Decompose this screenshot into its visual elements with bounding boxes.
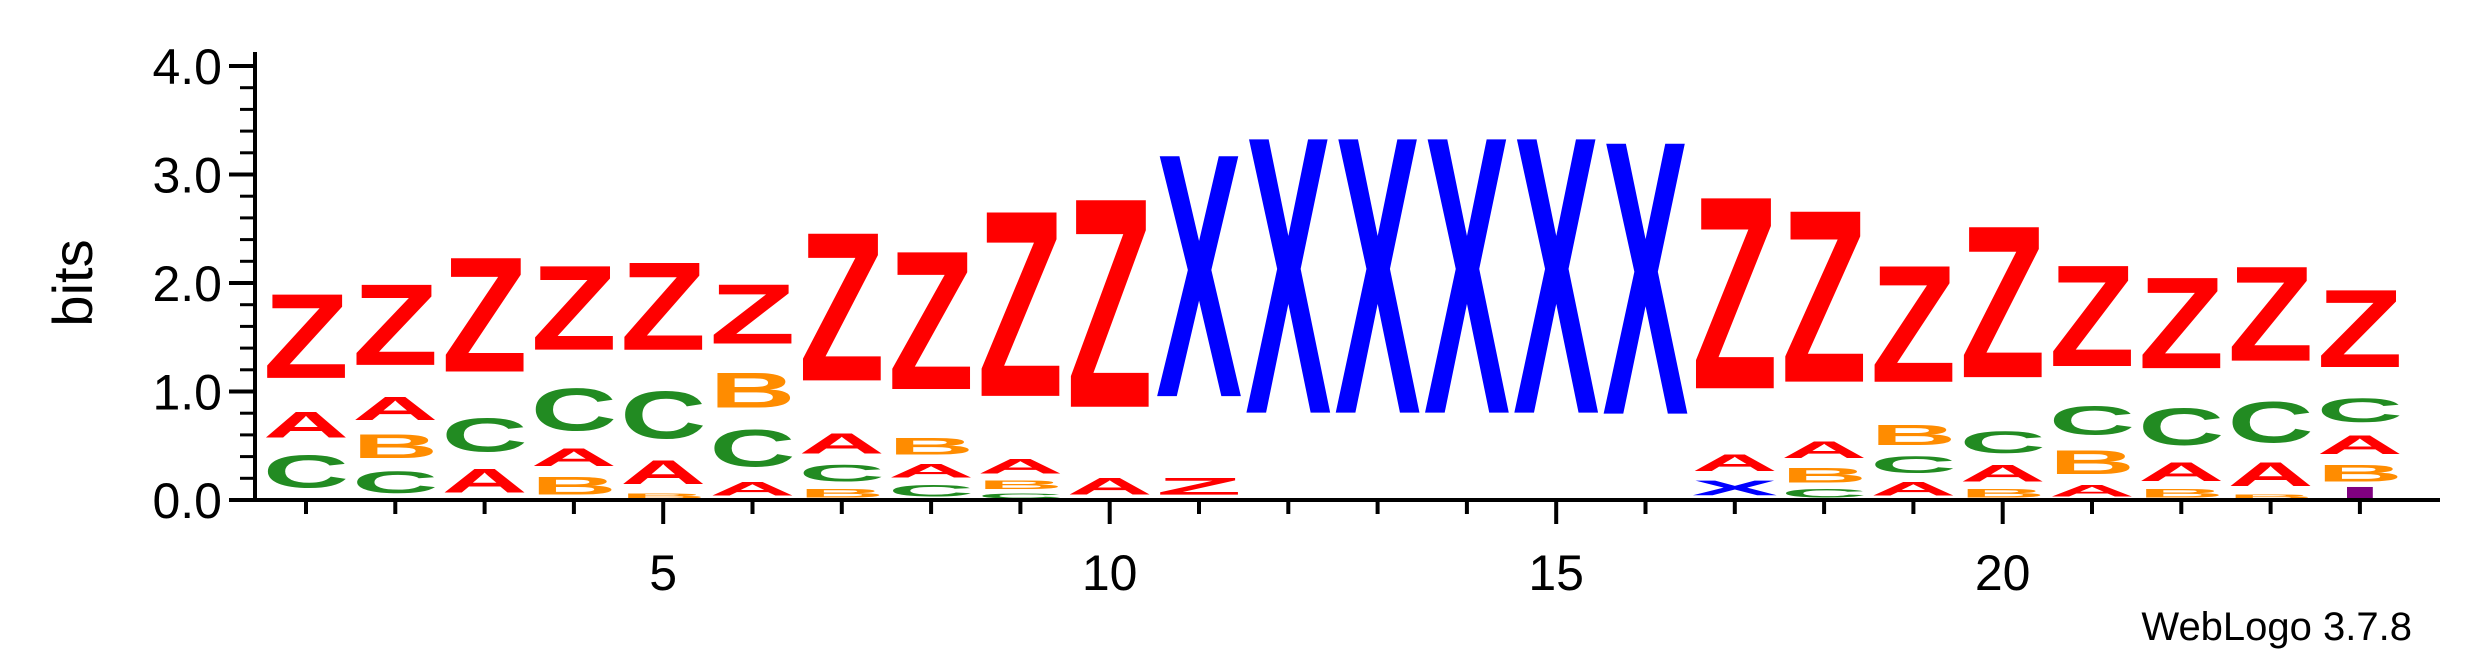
logo-letter-c: C: [977, 491, 1063, 500]
y-tick-label: 1.0: [152, 365, 222, 421]
y-tick-label: 0.0: [152, 473, 222, 529]
logo-letter-a: A: [2138, 457, 2224, 487]
logo-letter-a: A: [1870, 478, 1956, 500]
logo-letter-c: C: [1781, 487, 1867, 500]
y-tick-label: 3.0: [152, 148, 222, 204]
logo-letter-a: A: [888, 460, 974, 482]
logo-letter-z: Z: [888, 210, 974, 432]
logo-letter-z: Z: [799, 189, 885, 426]
logo-letter-b: B: [1960, 487, 2046, 500]
logo-letter-a: A: [2049, 482, 2135, 500]
logo-letter-z: Z: [710, 267, 796, 362]
logo-letter-x: X: [1156, 80, 1243, 470]
logo-letter-b: B: [710, 362, 796, 418]
logo-letter-z: Z: [1870, 230, 1956, 417]
logo-letter-a: A: [1692, 449, 1778, 476]
logo-letter-c: C: [1870, 451, 1956, 478]
logo-letter-a: A: [1067, 473, 1153, 500]
logo-letter-b: B: [620, 491, 706, 500]
logo-letter-z: Z: [531, 240, 617, 376]
x-tick-label: 10: [1082, 545, 1138, 601]
logo-letter-z: Z: [2049, 236, 2135, 398]
logo-letter-z: Z: [2317, 266, 2403, 391]
logo-letter-other: [2347, 486, 2373, 500]
logo-letter-c: C: [2228, 390, 2314, 455]
logo-letter-a: A: [710, 478, 796, 500]
x-tick-label: 5: [649, 545, 677, 601]
logo-letter-a: A: [799, 428, 885, 460]
logo-letter-z: Z: [1960, 180, 2046, 424]
logo-letter-b: B: [977, 478, 1063, 491]
logo-letter-b: B: [2049, 444, 2135, 482]
logo-letter-z: Z: [2228, 239, 2314, 390]
logo-letter-z: Z: [1067, 135, 1153, 470]
logo-letter-x: X: [1335, 53, 1422, 497]
y-axis-label: bits: [41, 239, 104, 326]
logo-letter-z: Z: [352, 260, 438, 390]
x-tick-label: 15: [1528, 545, 1584, 601]
logo-letter-z: Z: [1692, 140, 1778, 447]
logo-letter-x: X: [1692, 476, 1778, 500]
logo-letter-b: B: [531, 472, 617, 500]
logo-letter-c: C: [263, 446, 349, 498]
logo-letter-c: C: [442, 408, 528, 462]
weblogo-credit: WebLogo 3.7.8: [2141, 605, 2412, 649]
logo-letter-a: A: [977, 455, 1063, 479]
logo-letter-a: A: [2228, 455, 2314, 493]
y-tick-label: 4.0: [152, 39, 222, 95]
logo-letter-a: A: [620, 453, 706, 491]
logo-letter-z: Z: [263, 268, 349, 404]
logo-letter-a: A: [263, 404, 349, 445]
logo-letter-a: A: [442, 462, 528, 500]
logo-letter-a: A: [1781, 436, 1867, 463]
logo-letter-a: A: [2317, 430, 2403, 460]
logo-letter-b: B: [2317, 460, 2403, 487]
logo-letter-c: C: [620, 377, 706, 453]
axes-layer: [229, 52, 2440, 524]
logo-letter-z: Z: [1781, 158, 1867, 434]
logo-letter-x: X: [1245, 53, 1332, 497]
logo-letter-z: Z: [442, 223, 528, 407]
x-tick-label: 20: [1975, 545, 2031, 601]
logo-letter-x: X: [1513, 53, 1600, 497]
logo-letter-b: B: [2138, 487, 2224, 500]
logo-letter-c: C: [531, 376, 617, 443]
logo-letter-c: C: [710, 418, 796, 478]
logo-letter-c: C: [2138, 396, 2224, 456]
logo-letter-a: A: [531, 444, 617, 472]
logo-letter-c: C: [799, 460, 885, 487]
logo-letter-c: C: [1960, 425, 2046, 460]
logo-letter-x: X: [1424, 53, 1511, 497]
logo-letter-z: Z: [2138, 250, 2224, 396]
logo-letter-b: B: [352, 427, 438, 465]
logo-letter-x: X: [1603, 59, 1690, 497]
logo-letter-z: Z: [1156, 473, 1242, 500]
logo-letter-z: Z: [977, 156, 1063, 454]
logo-letter-b: B: [1870, 419, 1956, 451]
logo-letter-b: B: [799, 487, 885, 500]
logo-letter-c: C: [2049, 398, 2135, 444]
logo-letter-z: Z: [620, 237, 706, 377]
logo-letter-a: A: [352, 390, 438, 427]
logo-letter-c: C: [2317, 391, 2403, 429]
logo-letter-b: B: [2228, 493, 2314, 499]
logo-letter-b: B: [888, 433, 974, 460]
logo-letter-c: C: [888, 482, 974, 500]
logo-letter-c: C: [352, 465, 438, 500]
y-tick-label: 2.0: [152, 256, 222, 312]
logo-glyph-layer: ACAZCBAZACZBACZBACZACBZBCAZCABZCBAZAZZXX…: [263, 53, 2403, 500]
logo-letter-a: A: [1960, 460, 2046, 487]
logo-letter-b: B: [1781, 463, 1867, 487]
